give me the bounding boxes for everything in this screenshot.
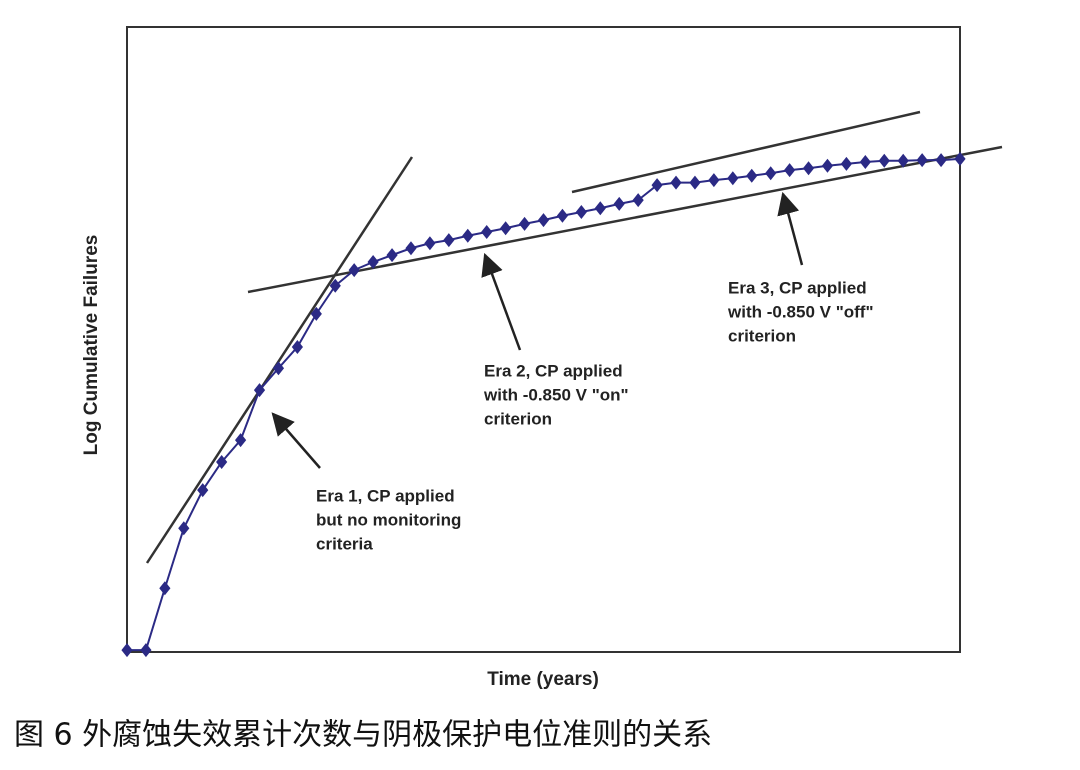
annotation: Era 1, CP applied bbox=[316, 486, 455, 505]
x-axis-label: Time (years) bbox=[487, 669, 599, 690]
data-point bbox=[500, 221, 512, 236]
caption: 图 6 外腐蚀失效累计次数与阴极保护电位准则的关系 bbox=[14, 718, 712, 753]
data-point bbox=[916, 153, 928, 168]
data-point bbox=[405, 241, 417, 256]
annotation: but no monitoring bbox=[316, 510, 461, 529]
annotation: criteria bbox=[316, 534, 373, 553]
annotation: with -0.850 V "off" bbox=[727, 302, 874, 321]
data-point bbox=[556, 208, 569, 223]
data-point bbox=[462, 228, 474, 243]
data-point bbox=[253, 383, 266, 398]
data-point bbox=[859, 155, 871, 169]
arrow bbox=[481, 252, 522, 351]
data-point bbox=[121, 643, 133, 658]
data-point bbox=[897, 153, 909, 168]
annotation: criterion bbox=[728, 326, 796, 345]
data-point bbox=[575, 205, 587, 219]
data-point bbox=[935, 153, 947, 168]
trend-lines bbox=[145, 110, 1003, 564]
data-point bbox=[954, 151, 966, 166]
data-point bbox=[518, 216, 531, 231]
data-point bbox=[537, 213, 550, 228]
data-point bbox=[878, 153, 890, 168]
trend-line bbox=[145, 156, 414, 564]
data-point bbox=[632, 193, 644, 208]
data-point bbox=[348, 263, 360, 278]
series-line bbox=[127, 157, 961, 652]
trend-line bbox=[247, 145, 1003, 294]
data-point bbox=[784, 163, 796, 178]
trend-line bbox=[571, 110, 921, 194]
data-point bbox=[443, 233, 455, 248]
annotation: Era 2, CP applied bbox=[484, 361, 623, 380]
data-point bbox=[197, 483, 209, 498]
data-point bbox=[329, 278, 341, 293]
data-point bbox=[272, 361, 285, 376]
arrow bbox=[777, 191, 804, 266]
annotation: criterion bbox=[484, 409, 552, 428]
annotation: Era 3, CP applied bbox=[728, 278, 867, 297]
data-point bbox=[802, 161, 815, 176]
data-point bbox=[727, 171, 739, 186]
data-point bbox=[746, 168, 758, 183]
data-point bbox=[386, 248, 398, 263]
data-point bbox=[613, 196, 625, 211]
data-point bbox=[651, 178, 663, 193]
annotation: with -0.850 V "on" bbox=[483, 385, 629, 404]
data-point bbox=[140, 643, 152, 658]
y-axis-label: Log Cumulative Failures bbox=[81, 235, 102, 456]
data-point bbox=[291, 340, 303, 354]
data-point bbox=[481, 225, 493, 239]
data-point bbox=[159, 581, 171, 596]
data-point bbox=[821, 158, 834, 173]
data-point bbox=[424, 236, 436, 251]
data-point bbox=[216, 455, 228, 469]
arrow bbox=[271, 412, 321, 469]
data-point bbox=[840, 156, 853, 171]
plot-frame bbox=[126, 26, 961, 653]
data-point bbox=[310, 306, 322, 321]
data-point bbox=[594, 201, 606, 216]
data-point bbox=[689, 175, 701, 190]
data-point bbox=[708, 173, 720, 188]
data-point bbox=[178, 521, 190, 536]
data-point bbox=[670, 175, 682, 190]
arrows bbox=[271, 191, 804, 469]
data-point bbox=[765, 166, 777, 181]
data-point bbox=[234, 433, 247, 448]
data-point bbox=[367, 255, 379, 269]
